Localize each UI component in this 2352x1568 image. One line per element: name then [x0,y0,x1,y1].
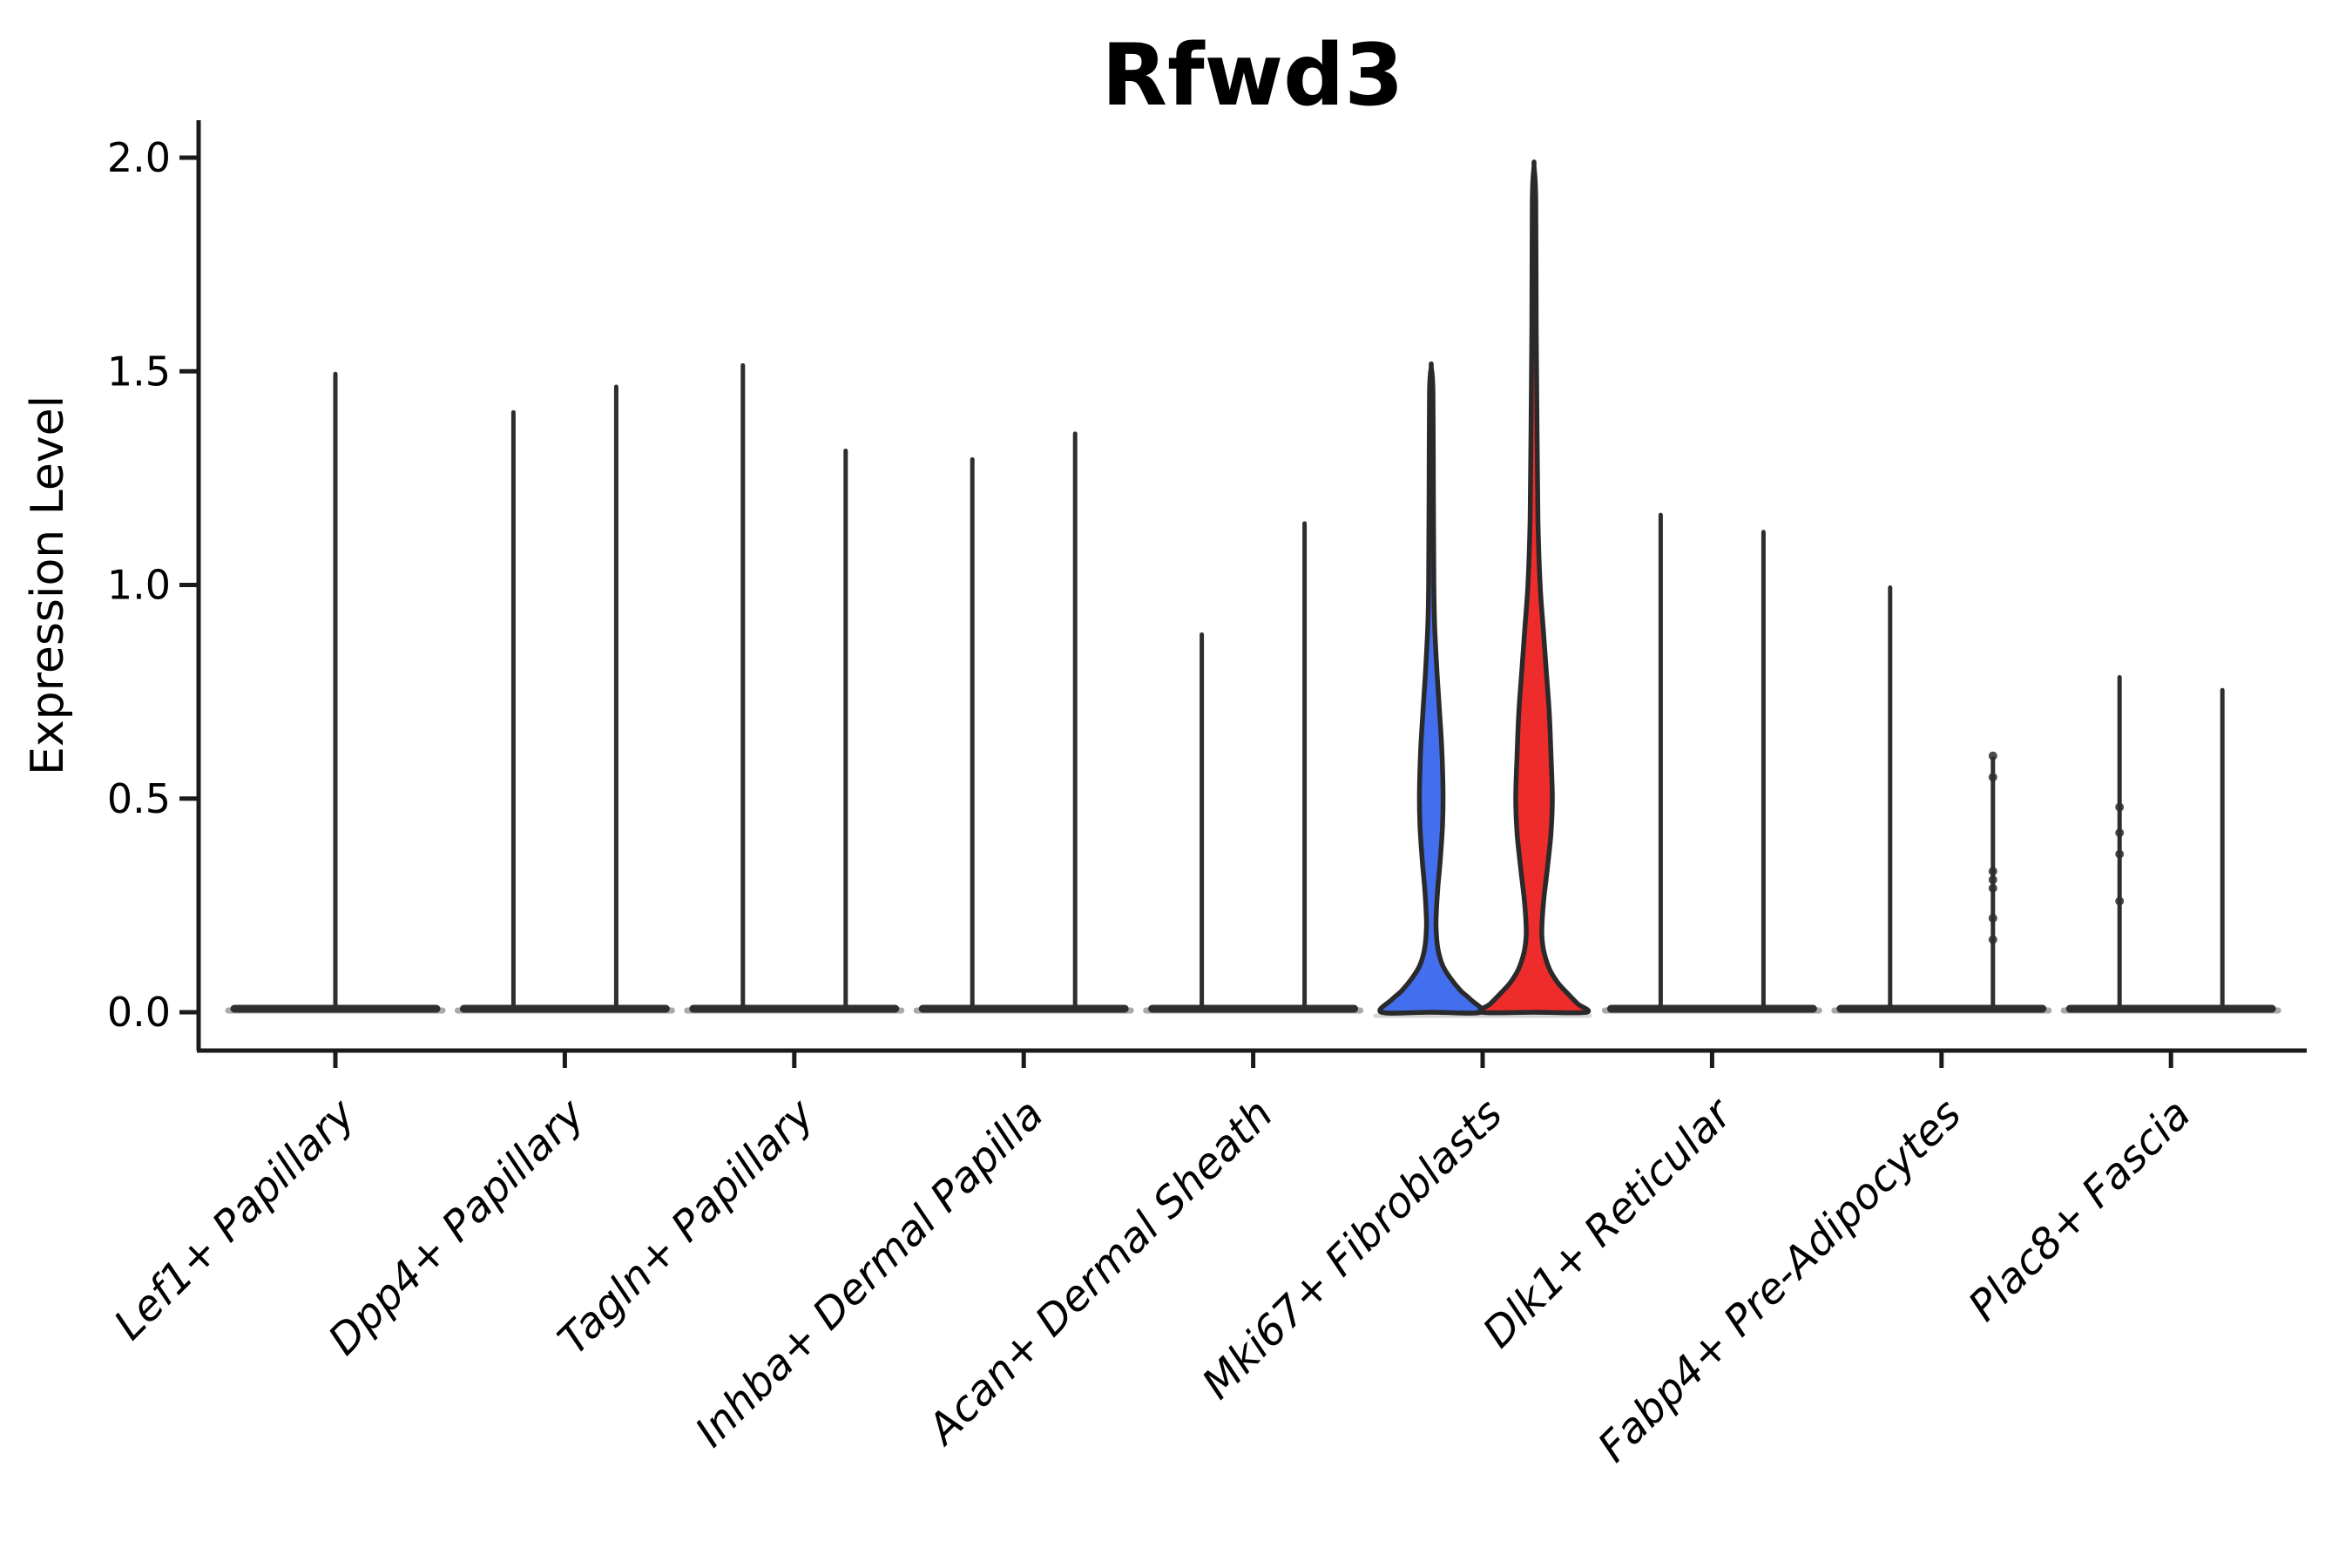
expression-point [1988,914,1997,923]
x-tick-label: Dlk1+ Reticular [1474,1088,1744,1358]
axes-layer [179,120,2307,1068]
expression-point [2115,828,2125,837]
x-tick-label: Tagln+ Papillary [549,1089,824,1364]
violins-layer [230,159,2276,1016]
expression-point [2115,849,2125,859]
y-tick-label: 2.0 [107,134,171,181]
y-tick-label: 1.5 [107,348,171,395]
y-tick-label: 0.0 [107,989,171,1036]
x-tick-label: Lef1+ Papillary [105,1089,365,1349]
violin-body-blue [1377,361,1485,1016]
expression-point [2115,896,2125,906]
y-tick-label: 0.5 [107,775,171,822]
chart-title: Rfwd3 [1102,26,1404,125]
expression-point [1988,751,1997,760]
expression-point [2115,802,2125,812]
expression-point [1988,875,1997,884]
expression-point [1988,883,1997,893]
y-axis-label: Expression Level [22,395,74,775]
y-tick-label: 1.0 [107,562,171,609]
expression-point [1988,867,1997,876]
expression-point [1988,935,1997,944]
x-tick-label: Dpp4+ Papillary [319,1089,594,1364]
expression-point [1988,773,1997,782]
x-tick-label: Fabp4+ Pre-Adipocytes [1589,1090,1971,1472]
violin-body-red [1477,159,1592,1016]
x-tick-label: Plac8+ Fascia [1959,1090,2200,1331]
